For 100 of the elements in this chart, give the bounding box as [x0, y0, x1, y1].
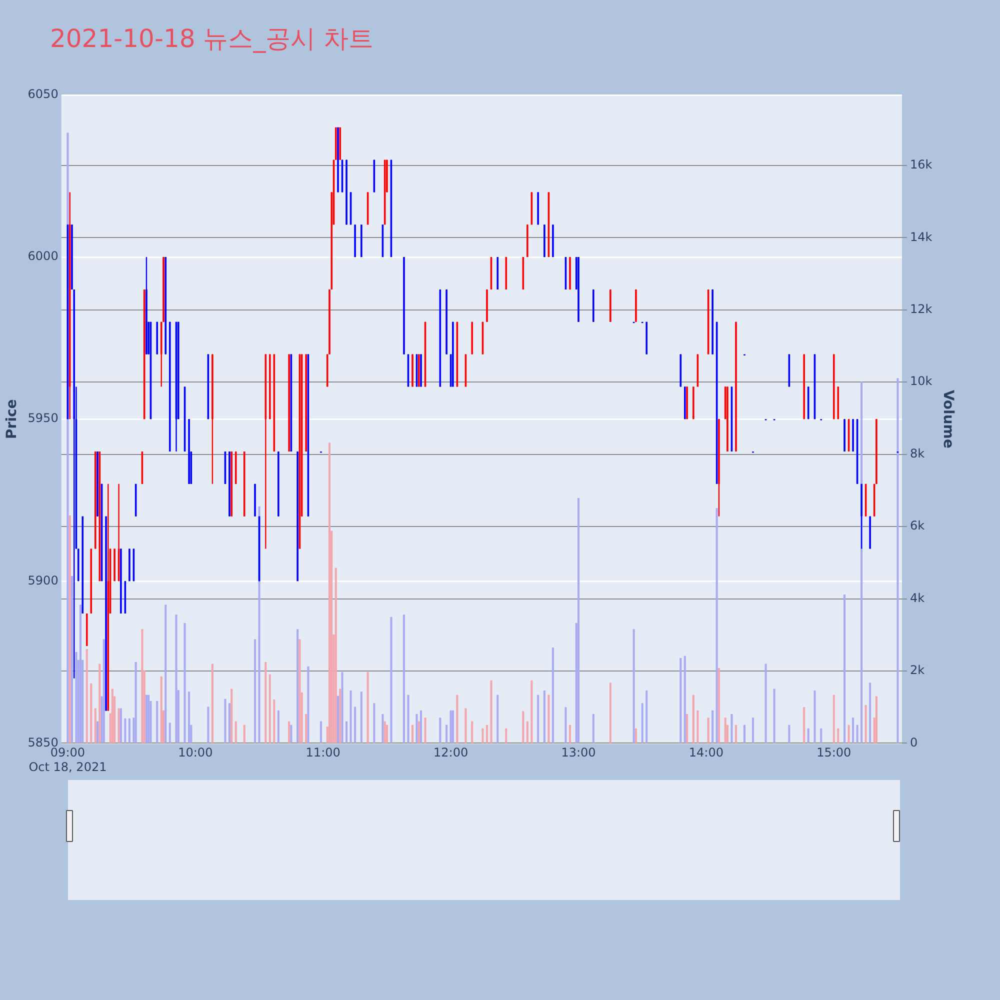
- candlestick: [876, 418, 878, 485]
- bar: [852, 718, 854, 744]
- bar: [79, 604, 82, 744]
- bar: [837, 728, 840, 744]
- candlestick: [486, 288, 488, 322]
- bar: [803, 707, 806, 744]
- bar: [896, 378, 899, 744]
- bar: [339, 688, 342, 744]
- bar: [156, 700, 158, 744]
- candlestick: [96, 450, 98, 517]
- candlestick: [188, 418, 190, 485]
- bar: [505, 728, 508, 744]
- bar: [211, 664, 214, 744]
- bar: [305, 714, 308, 744]
- bar: [228, 703, 230, 744]
- bar: [277, 710, 280, 744]
- x-tick-label: 12:00: [434, 746, 468, 760]
- candlestick: [446, 288, 448, 355]
- candlestick: [346, 159, 348, 226]
- bar: [464, 708, 467, 744]
- bar: [864, 704, 867, 744]
- bar: [568, 724, 572, 744]
- y2-tick-label: 6k: [910, 518, 925, 533]
- bar: [716, 508, 718, 744]
- bar: [707, 718, 710, 744]
- bar: [366, 672, 369, 744]
- bar: [390, 616, 392, 744]
- bar: [360, 692, 362, 744]
- candlestick: [212, 354, 214, 485]
- bar: [814, 690, 816, 744]
- candlestick: [726, 386, 728, 452]
- bar: [354, 706, 356, 744]
- y-tick-label: 5950: [28, 411, 58, 426]
- candlestick: [228, 450, 230, 517]
- bar: [543, 690, 546, 744]
- y2-tick-label: 14k: [910, 230, 932, 244]
- bar: [530, 680, 533, 744]
- bar: [482, 728, 484, 744]
- bar: [273, 700, 276, 744]
- bar: [373, 703, 376, 744]
- bar: [336, 696, 340, 744]
- bar: [128, 718, 130, 744]
- bar: [296, 629, 299, 744]
- bar: [184, 622, 186, 744]
- candlestick: [254, 483, 256, 517]
- y2-axis-title: Volume: [940, 390, 956, 448]
- bar: [692, 694, 694, 744]
- bar: [290, 724, 292, 744]
- bar: [234, 721, 237, 744]
- bar: [148, 694, 150, 744]
- bar: [456, 694, 458, 744]
- candlestick: [686, 386, 688, 420]
- x-tick-label: 15:00: [816, 746, 852, 760]
- bar: [634, 728, 637, 744]
- bar: [641, 703, 644, 744]
- bar: [724, 718, 726, 744]
- bar: [68, 515, 71, 744]
- bar: [94, 708, 96, 744]
- bar: [684, 656, 686, 744]
- bar: [345, 721, 348, 744]
- bar: [526, 721, 528, 744]
- bar: [382, 714, 384, 744]
- y2-tick-label: 10k: [910, 374, 932, 388]
- x-tick-label: 11:00: [306, 746, 340, 760]
- candlestick: [537, 192, 539, 226]
- x-tick-label: 10:00: [178, 746, 213, 760]
- bar: [90, 683, 92, 744]
- bar: [75, 652, 78, 744]
- bar: [856, 724, 858, 744]
- bar: [875, 696, 878, 744]
- candlestick: [869, 516, 871, 550]
- y2-tick-label: 4k: [910, 590, 925, 605]
- bar: [696, 710, 699, 744]
- bar: [168, 722, 171, 744]
- bar: [145, 694, 148, 744]
- bar: [188, 692, 190, 744]
- bar: [712, 710, 714, 744]
- bar: [450, 710, 452, 744]
- bar: [632, 629, 635, 744]
- bar: [730, 714, 733, 744]
- candlestick: [288, 354, 290, 452]
- bar: [788, 724, 790, 744]
- bar: [490, 680, 492, 744]
- candlestick: [71, 224, 73, 290]
- x-tick-label: 14:00: [688, 746, 724, 760]
- bar: [175, 614, 178, 744]
- bar: [141, 629, 144, 744]
- candlestick: [337, 126, 339, 193]
- bar: [418, 721, 420, 744]
- candlestick: [844, 418, 846, 452]
- bar: [486, 724, 488, 744]
- bar: [243, 724, 246, 744]
- bar: [832, 694, 835, 744]
- bar: [230, 688, 233, 744]
- bar: [288, 721, 290, 744]
- bar: [718, 668, 720, 744]
- candlestick: [860, 483, 862, 550]
- bar: [843, 594, 846, 744]
- bar: [564, 707, 567, 744]
- bar: [334, 568, 337, 744]
